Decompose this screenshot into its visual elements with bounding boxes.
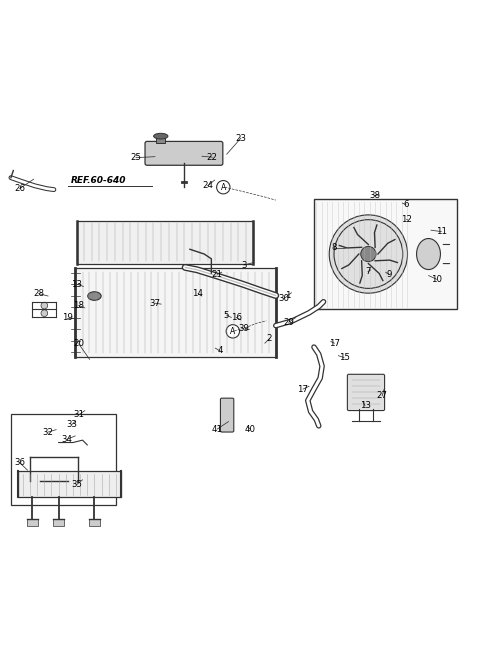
Circle shape xyxy=(216,180,230,194)
Ellipse shape xyxy=(417,239,441,270)
Circle shape xyxy=(41,302,48,309)
Text: 17: 17 xyxy=(329,338,340,348)
Text: 23: 23 xyxy=(236,134,246,142)
Bar xyxy=(156,136,165,143)
Circle shape xyxy=(226,325,240,338)
Bar xyxy=(11,414,116,504)
Bar xyxy=(314,199,457,309)
Text: 28: 28 xyxy=(33,289,44,298)
Text: A: A xyxy=(230,327,236,336)
Text: 18: 18 xyxy=(73,301,84,310)
Bar xyxy=(89,519,100,526)
Text: 29: 29 xyxy=(283,318,294,327)
Ellipse shape xyxy=(88,292,101,300)
Text: 21: 21 xyxy=(212,270,223,279)
Bar xyxy=(18,471,120,497)
FancyBboxPatch shape xyxy=(348,375,384,411)
Text: 37: 37 xyxy=(150,298,160,308)
Ellipse shape xyxy=(154,133,168,139)
Bar xyxy=(27,519,38,526)
Text: 26: 26 xyxy=(14,184,25,193)
Text: 4: 4 xyxy=(217,346,223,356)
Text: 33: 33 xyxy=(67,420,77,429)
Text: 34: 34 xyxy=(62,435,73,443)
Text: 11: 11 xyxy=(436,227,447,236)
Text: 27: 27 xyxy=(377,391,388,400)
Text: 40: 40 xyxy=(245,424,256,434)
Text: 10: 10 xyxy=(431,275,442,284)
Bar xyxy=(77,220,253,264)
Bar xyxy=(53,519,64,526)
Text: 32: 32 xyxy=(43,428,54,436)
Text: 25: 25 xyxy=(131,153,142,162)
Text: 8: 8 xyxy=(332,243,337,253)
Text: 5: 5 xyxy=(224,310,229,319)
Text: 15: 15 xyxy=(338,353,349,362)
Text: 19: 19 xyxy=(62,313,72,322)
Text: 13: 13 xyxy=(72,279,82,289)
Text: 30: 30 xyxy=(278,294,289,303)
Text: 1: 1 xyxy=(285,291,290,300)
Text: 38: 38 xyxy=(369,191,380,200)
Bar xyxy=(75,268,276,357)
Text: 24: 24 xyxy=(202,181,213,190)
Text: 7: 7 xyxy=(365,267,371,276)
Text: 20: 20 xyxy=(73,339,84,348)
Text: 31: 31 xyxy=(73,411,84,419)
Text: 14: 14 xyxy=(192,289,204,298)
Text: 16: 16 xyxy=(231,313,242,322)
Text: 9: 9 xyxy=(386,270,392,279)
Circle shape xyxy=(41,310,48,317)
Text: A: A xyxy=(221,183,226,192)
Text: 2: 2 xyxy=(267,334,272,343)
Text: 3: 3 xyxy=(241,260,247,270)
Text: 36: 36 xyxy=(14,458,25,467)
FancyBboxPatch shape xyxy=(220,398,234,432)
Text: 12: 12 xyxy=(401,215,411,224)
Text: 13: 13 xyxy=(360,401,371,410)
Text: REF.60-640: REF.60-640 xyxy=(71,176,126,184)
Text: 41: 41 xyxy=(212,424,223,434)
Text: 17: 17 xyxy=(298,384,309,394)
Text: 39: 39 xyxy=(239,325,249,333)
FancyBboxPatch shape xyxy=(145,142,223,165)
Text: 35: 35 xyxy=(72,480,82,489)
Text: 6: 6 xyxy=(403,200,409,209)
Circle shape xyxy=(361,247,376,262)
Text: 22: 22 xyxy=(207,153,218,161)
Circle shape xyxy=(329,215,408,293)
